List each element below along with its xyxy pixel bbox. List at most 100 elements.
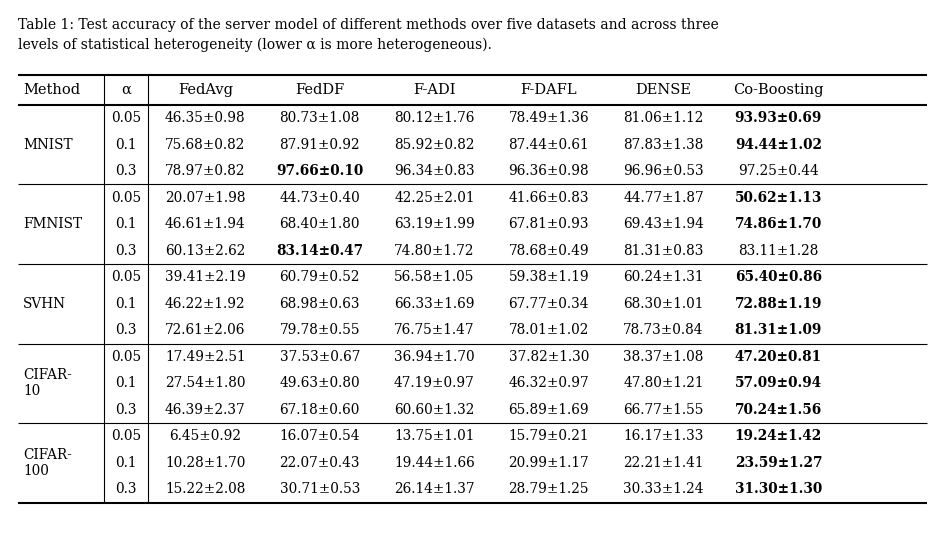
Text: FedAvg: FedAvg xyxy=(177,83,232,97)
Text: 66.77±1.55: 66.77±1.55 xyxy=(622,403,703,417)
Text: 23.59±1.27: 23.59±1.27 xyxy=(733,456,821,470)
Text: 0.1: 0.1 xyxy=(115,217,137,231)
Text: 46.39±2.37: 46.39±2.37 xyxy=(165,403,245,417)
Text: 85.92±0.82: 85.92±0.82 xyxy=(394,138,474,152)
Text: 0.05: 0.05 xyxy=(111,350,141,364)
Text: 83.11±1.28: 83.11±1.28 xyxy=(737,244,818,258)
Text: 0.1: 0.1 xyxy=(115,456,137,470)
Text: 78.97±0.82: 78.97±0.82 xyxy=(165,164,245,178)
Text: 15.79±0.21: 15.79±0.21 xyxy=(508,429,588,443)
Text: 81.06±1.12: 81.06±1.12 xyxy=(622,111,703,125)
Text: 96.36±0.98: 96.36±0.98 xyxy=(508,164,588,178)
Text: 31.30±1.30: 31.30±1.30 xyxy=(734,482,821,496)
Text: Method: Method xyxy=(23,83,80,97)
Text: 93.93±0.69: 93.93±0.69 xyxy=(733,111,821,125)
Text: 22.07±0.43: 22.07±0.43 xyxy=(279,456,360,470)
Text: 19.44±1.66: 19.44±1.66 xyxy=(394,456,474,470)
Text: FedDF: FedDF xyxy=(295,83,344,97)
Text: 59.38±1.19: 59.38±1.19 xyxy=(508,270,588,284)
Text: DENSE: DENSE xyxy=(634,83,691,97)
Text: 0.05: 0.05 xyxy=(111,429,141,443)
Text: 0.3: 0.3 xyxy=(115,323,137,337)
Text: CIFAR-
100: CIFAR- 100 xyxy=(23,448,72,478)
Text: 44.77±1.87: 44.77±1.87 xyxy=(622,191,703,205)
Text: 17.49±2.51: 17.49±2.51 xyxy=(165,350,245,364)
Text: 68.98±0.63: 68.98±0.63 xyxy=(279,297,360,311)
Text: 72.88±1.19: 72.88±1.19 xyxy=(733,297,821,311)
Text: 96.96±0.53: 96.96±0.53 xyxy=(622,164,703,178)
Text: 46.32±0.97: 46.32±0.97 xyxy=(508,376,588,390)
Text: 20.99±1.17: 20.99±1.17 xyxy=(508,456,588,470)
Text: 20.07±1.98: 20.07±1.98 xyxy=(165,191,245,205)
Text: 97.66±0.10: 97.66±0.10 xyxy=(276,164,363,178)
Text: levels of statistical heterogeneity (lower α is more heterogeneous).: levels of statistical heterogeneity (low… xyxy=(18,38,492,52)
Text: 94.44±1.02: 94.44±1.02 xyxy=(734,138,821,152)
Text: 6.45±0.92: 6.45±0.92 xyxy=(169,429,241,443)
Text: 27.54±1.80: 27.54±1.80 xyxy=(165,376,245,390)
Text: 0.3: 0.3 xyxy=(115,403,137,417)
Text: 46.35±0.98: 46.35±0.98 xyxy=(165,111,245,125)
Text: 60.60±1.32: 60.60±1.32 xyxy=(394,403,474,417)
Text: Table 1: Test accuracy of the server model of different methods over five datase: Table 1: Test accuracy of the server mod… xyxy=(18,18,718,32)
Text: 28.79±1.25: 28.79±1.25 xyxy=(508,482,588,496)
Text: 74.86±1.70: 74.86±1.70 xyxy=(734,217,821,231)
Text: 22.21±1.41: 22.21±1.41 xyxy=(622,456,703,470)
Text: 26.14±1.37: 26.14±1.37 xyxy=(394,482,474,496)
Text: 56.58±1.05: 56.58±1.05 xyxy=(394,270,474,284)
Text: 49.63±0.80: 49.63±0.80 xyxy=(279,376,360,390)
Text: α: α xyxy=(121,83,131,97)
Text: 72.61±2.06: 72.61±2.06 xyxy=(165,323,245,337)
Text: 67.77±0.34: 67.77±0.34 xyxy=(508,297,588,311)
Text: Co-Boosting: Co-Boosting xyxy=(733,83,823,97)
Text: 19.24±1.42: 19.24±1.42 xyxy=(734,429,821,443)
Text: 50.62±1.13: 50.62±1.13 xyxy=(733,191,821,205)
Text: 81.31±0.83: 81.31±0.83 xyxy=(622,244,703,258)
Text: 96.34±0.83: 96.34±0.83 xyxy=(394,164,474,178)
Text: 0.3: 0.3 xyxy=(115,244,137,258)
Text: 76.75±1.47: 76.75±1.47 xyxy=(394,323,474,337)
Text: SVHN: SVHN xyxy=(23,297,66,311)
Text: 37.53±0.67: 37.53±0.67 xyxy=(279,350,360,364)
Text: 87.83±1.38: 87.83±1.38 xyxy=(622,138,703,152)
Text: 46.22±1.92: 46.22±1.92 xyxy=(165,297,245,311)
Text: 63.19±1.99: 63.19±1.99 xyxy=(394,217,474,231)
Text: 37.82±1.30: 37.82±1.30 xyxy=(508,350,588,364)
Text: 65.40±0.86: 65.40±0.86 xyxy=(734,270,821,284)
Text: 0.05: 0.05 xyxy=(111,270,141,284)
Text: 60.79±0.52: 60.79±0.52 xyxy=(279,270,360,284)
Text: 47.80±1.21: 47.80±1.21 xyxy=(622,376,703,390)
Text: 69.43±1.94: 69.43±1.94 xyxy=(622,217,703,231)
Text: 68.40±1.80: 68.40±1.80 xyxy=(279,217,360,231)
Text: 42.25±2.01: 42.25±2.01 xyxy=(394,191,474,205)
Text: 0.1: 0.1 xyxy=(115,376,137,390)
Text: 60.24±1.31: 60.24±1.31 xyxy=(622,270,703,284)
Text: 38.37±1.08: 38.37±1.08 xyxy=(622,350,703,364)
Text: 39.41±2.19: 39.41±2.19 xyxy=(164,270,245,284)
Text: 60.13±2.62: 60.13±2.62 xyxy=(165,244,245,258)
Text: 0.05: 0.05 xyxy=(111,191,141,205)
Text: 0.3: 0.3 xyxy=(115,482,137,496)
Text: F-ADI: F-ADI xyxy=(413,83,455,97)
Text: 0.1: 0.1 xyxy=(115,297,137,311)
Text: 74.80±1.72: 74.80±1.72 xyxy=(394,244,474,258)
Text: 67.81±0.93: 67.81±0.93 xyxy=(508,217,588,231)
Text: 78.49±1.36: 78.49±1.36 xyxy=(508,111,588,125)
Text: 41.66±0.83: 41.66±0.83 xyxy=(508,191,588,205)
Text: 78.73±0.84: 78.73±0.84 xyxy=(622,323,703,337)
Text: 80.12±1.76: 80.12±1.76 xyxy=(394,111,474,125)
Text: 78.68±0.49: 78.68±0.49 xyxy=(508,244,588,258)
Text: 47.19±0.97: 47.19±0.97 xyxy=(394,376,474,390)
Text: 87.44±0.61: 87.44±0.61 xyxy=(508,138,588,152)
Text: 16.17±1.33: 16.17±1.33 xyxy=(622,429,703,443)
Text: 47.20±0.81: 47.20±0.81 xyxy=(734,350,821,364)
Text: 81.31±1.09: 81.31±1.09 xyxy=(733,323,821,337)
Text: 36.94±1.70: 36.94±1.70 xyxy=(394,350,474,364)
Text: 78.01±1.02: 78.01±1.02 xyxy=(508,323,588,337)
Text: 15.22±2.08: 15.22±2.08 xyxy=(165,482,245,496)
Text: 13.75±1.01: 13.75±1.01 xyxy=(394,429,474,443)
Text: 16.07±0.54: 16.07±0.54 xyxy=(279,429,360,443)
Text: 30.33±1.24: 30.33±1.24 xyxy=(622,482,703,496)
Text: MNIST: MNIST xyxy=(23,138,73,152)
Text: 68.30±1.01: 68.30±1.01 xyxy=(622,297,703,311)
Text: CIFAR-
10: CIFAR- 10 xyxy=(23,368,72,398)
